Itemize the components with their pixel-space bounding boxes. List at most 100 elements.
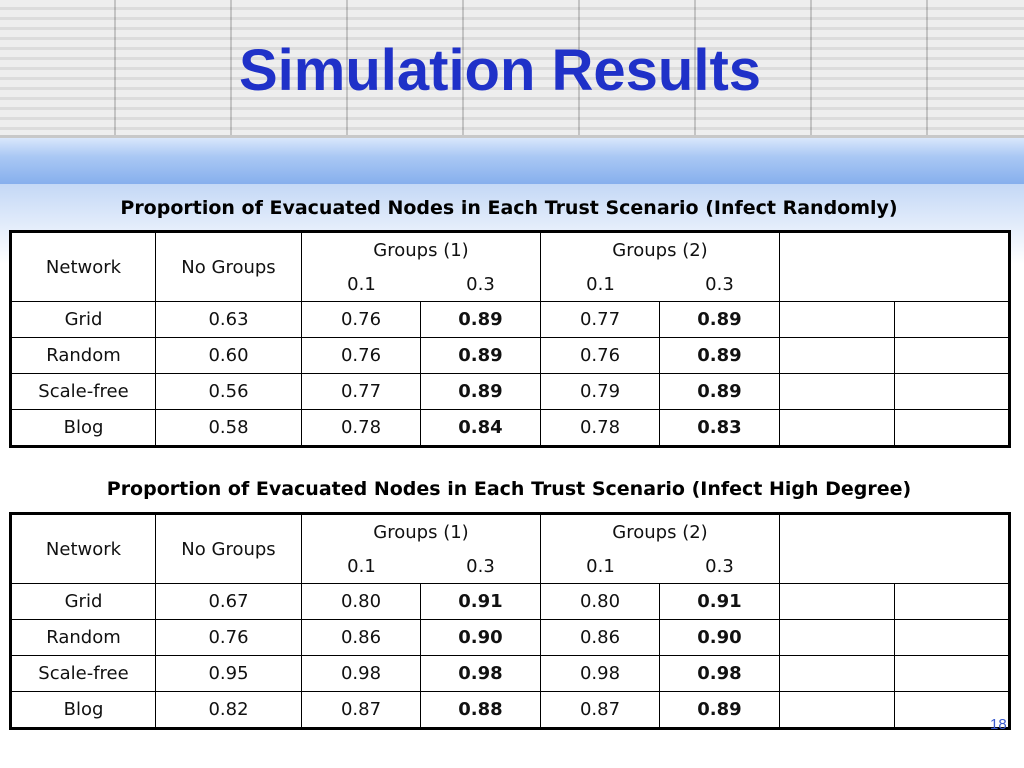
cell-empty — [894, 409, 1010, 447]
results-table-random: Network No Groups Groups (1) Groups (2) … — [9, 230, 1011, 448]
slide-title: Simulation Results — [238, 38, 762, 103]
header-groups-2-values: 0.1 0.3 — [540, 268, 780, 302]
cell-g1-low: 0.86 — [301, 619, 421, 656]
cell-g2-high: 0.91 — [659, 583, 780, 620]
header-g2-high: 0.3 — [705, 274, 734, 295]
cell-g1-high: 0.90 — [420, 619, 541, 656]
header-groups-2: Groups (2) — [540, 513, 780, 550]
table-row: Blog 0.82 0.87 0.88 0.87 0.89 — [10, 691, 1010, 729]
cell-g2-low: 0.87 — [540, 691, 660, 729]
header-network: Network — [10, 231, 156, 302]
header-empty — [779, 231, 1010, 302]
cell-g1-low: 0.80 — [301, 583, 421, 620]
page-number: 18 — [990, 716, 1007, 733]
header-groups-1: Groups (1) — [301, 231, 541, 268]
cell-g1-low: 0.76 — [301, 337, 421, 374]
cell-g2-high: 0.89 — [659, 691, 780, 729]
cell-empty — [894, 619, 1010, 656]
cell-g1-low: 0.98 — [301, 655, 421, 692]
cell-empty — [779, 691, 895, 729]
cell-g2-high: 0.89 — [659, 337, 780, 374]
cell-empty — [894, 301, 1010, 338]
results-table-high-degree: Network No Groups Groups (1) Groups (2) … — [9, 512, 1011, 730]
cell-empty — [779, 409, 895, 447]
cell-no-groups: 0.60 — [155, 337, 302, 374]
cell-g1-low: 0.76 — [301, 301, 421, 338]
cell-g2-low: 0.79 — [540, 373, 660, 410]
cell-network: Blog — [10, 691, 156, 729]
table-caption: Proportion of Evacuated Nodes in Each Tr… — [120, 197, 898, 219]
header-groups-1-values: 0.1 0.3 — [301, 550, 541, 584]
cell-no-groups: 0.82 — [155, 691, 302, 729]
cell-g2-low: 0.98 — [540, 655, 660, 692]
cell-g2-high: 0.83 — [659, 409, 780, 447]
cell-no-groups: 0.58 — [155, 409, 302, 447]
title-band — [0, 138, 1024, 184]
cell-empty — [779, 655, 895, 692]
cell-empty — [894, 655, 1010, 692]
cell-empty — [894, 337, 1010, 374]
cell-g2-low: 0.77 — [540, 301, 660, 338]
cell-network: Grid — [10, 583, 156, 620]
cell-g1-high: 0.89 — [420, 337, 541, 374]
header-g2-high: 0.3 — [705, 556, 734, 577]
cell-empty — [779, 373, 895, 410]
header-no-groups: No Groups — [155, 513, 302, 584]
cell-network: Scale-free — [10, 655, 156, 692]
header-groups-2: Groups (2) — [540, 231, 780, 268]
cell-g1-high: 0.89 — [420, 301, 541, 338]
cell-no-groups: 0.95 — [155, 655, 302, 692]
header-g2-low: 0.1 — [586, 556, 615, 577]
cell-g2-low: 0.80 — [540, 583, 660, 620]
header-network: Network — [10, 513, 156, 584]
header-empty — [779, 513, 1010, 584]
table-row: Grid 0.67 0.80 0.91 0.80 0.91 — [10, 583, 1010, 620]
cell-network: Random — [10, 337, 156, 374]
cell-no-groups: 0.56 — [155, 373, 302, 410]
table-caption: Proportion of Evacuated Nodes in Each Tr… — [106, 478, 912, 500]
cell-g2-low: 0.86 — [540, 619, 660, 656]
cell-empty — [779, 337, 895, 374]
header-g1-high: 0.3 — [466, 274, 495, 295]
cell-no-groups: 0.76 — [155, 619, 302, 656]
header-no-groups: No Groups — [155, 231, 302, 302]
table-row: Scale-free 0.95 0.98 0.98 0.98 0.98 — [10, 655, 1010, 692]
header-g1-high: 0.3 — [466, 556, 495, 577]
cell-g2-low: 0.78 — [540, 409, 660, 447]
cell-empty — [779, 583, 895, 620]
table-row: Random 0.76 0.86 0.90 0.86 0.90 — [10, 619, 1010, 656]
cell-network: Blog — [10, 409, 156, 447]
cell-network: Scale-free — [10, 373, 156, 410]
header-groups-1: Groups (1) — [301, 513, 541, 550]
cell-empty — [779, 301, 895, 338]
cell-empty — [894, 373, 1010, 410]
cell-empty — [894, 583, 1010, 620]
header-g1-low: 0.1 — [347, 274, 376, 295]
header-g1-low: 0.1 — [347, 556, 376, 577]
table-row: Grid 0.63 0.76 0.89 0.77 0.89 — [10, 301, 1010, 338]
header-groups-1-values: 0.1 0.3 — [301, 268, 541, 302]
table-row: Blog 0.58 0.78 0.84 0.78 0.83 — [10, 409, 1010, 447]
cell-g1-high: 0.98 — [420, 655, 541, 692]
cell-empty — [779, 619, 895, 656]
cell-g2-high: 0.90 — [659, 619, 780, 656]
cell-g2-high: 0.89 — [659, 373, 780, 410]
cell-empty — [894, 691, 1010, 729]
header-divider — [0, 135, 1024, 138]
cell-g2-high: 0.89 — [659, 301, 780, 338]
header-g2-low: 0.1 — [586, 274, 615, 295]
cell-g2-low: 0.76 — [540, 337, 660, 374]
cell-g1-high: 0.91 — [420, 583, 541, 620]
cell-g1-low: 0.87 — [301, 691, 421, 729]
cell-g1-low: 0.78 — [301, 409, 421, 447]
header-background — [0, 0, 1024, 138]
cell-g1-high: 0.88 — [420, 691, 541, 729]
cell-g1-low: 0.77 — [301, 373, 421, 410]
header-groups-2-values: 0.1 0.3 — [540, 550, 780, 584]
cell-no-groups: 0.67 — [155, 583, 302, 620]
table-row: Random 0.60 0.76 0.89 0.76 0.89 — [10, 337, 1010, 374]
cell-no-groups: 0.63 — [155, 301, 302, 338]
cell-g2-high: 0.98 — [659, 655, 780, 692]
cell-g1-high: 0.89 — [420, 373, 541, 410]
table-row: Scale-free 0.56 0.77 0.89 0.79 0.89 — [10, 373, 1010, 410]
